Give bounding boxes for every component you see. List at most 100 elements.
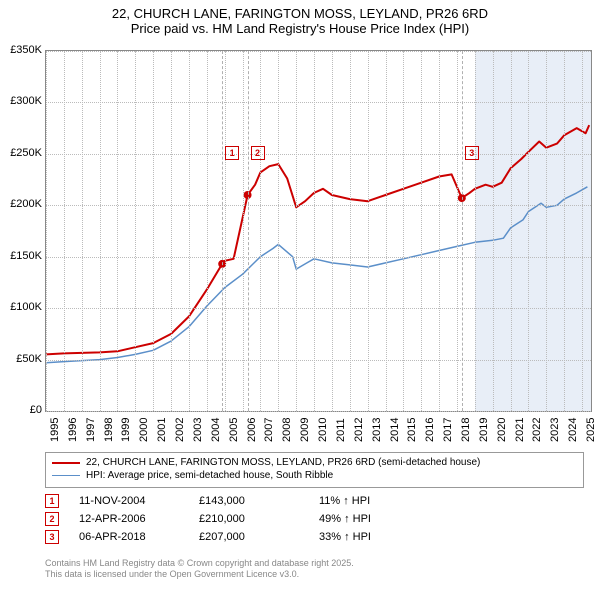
x-axis-label: 2000: [138, 418, 150, 442]
event-date-1: 11-NOV-2004: [79, 495, 199, 507]
footnote: Contains HM Land Registry data © Crown c…: [45, 558, 354, 581]
y-axis-label: £150K: [10, 250, 42, 262]
y-axis-label: £250K: [10, 147, 42, 159]
event-delta-2: 49% ↑ HPI: [319, 513, 371, 525]
series-hpi: [46, 187, 587, 363]
event-date-3: 06-APR-2018: [79, 531, 199, 543]
gridline-v: [207, 51, 208, 411]
x-axis-label: 2017: [442, 418, 454, 442]
chart-title: 22, CHURCH LANE, FARINGTON MOSS, LEYLAND…: [0, 0, 600, 36]
gridline-v: [278, 51, 279, 411]
y-axis-label: £350K: [10, 44, 42, 56]
gridline-v: [100, 51, 101, 411]
gridline-v: [225, 51, 226, 411]
x-axis-label: 2010: [317, 418, 329, 442]
event-row-1: 1 11-NOV-2004 £143,000 11% ↑ HPI: [45, 494, 371, 508]
gridline-v: [475, 51, 476, 411]
gridline-v: [64, 51, 65, 411]
x-axis-label: 1999: [120, 418, 132, 442]
event-vline: [462, 51, 463, 411]
x-axis-label: 2018: [460, 418, 472, 442]
gridline-h: [46, 308, 591, 309]
y-axis-label: £300K: [10, 95, 42, 107]
x-axis-label: 2003: [192, 418, 204, 442]
x-axis-label: 2014: [389, 418, 401, 442]
event-table: 1 11-NOV-2004 £143,000 11% ↑ HPI 2 12-AP…: [45, 494, 371, 548]
legend-label-2: HPI: Average price, semi-detached house,…: [86, 470, 333, 481]
x-axis-label: 1996: [67, 418, 79, 442]
x-axis-label: 2020: [496, 418, 508, 442]
x-axis-label: 2025: [585, 418, 597, 442]
gridline-v: [117, 51, 118, 411]
x-axis-label: 2013: [371, 418, 383, 442]
x-axis-label: 2015: [406, 418, 418, 442]
x-axis-label: 1995: [49, 418, 61, 442]
legend-item-hpi: HPI: Average price, semi-detached house,…: [52, 470, 577, 481]
event-marker-3: 3: [465, 146, 479, 160]
legend-swatch-2: [52, 475, 80, 476]
page-container: 22, CHURCH LANE, FARINGTON MOSS, LEYLAND…: [0, 0, 600, 590]
x-axis-label: 2024: [567, 418, 579, 442]
event-delta-1: 11% ↑ HPI: [319, 495, 370, 507]
x-axis-label: 2022: [531, 418, 543, 442]
legend-label-1: 22, CHURCH LANE, FARINGTON MOSS, LEYLAND…: [86, 457, 480, 468]
gridline-v: [368, 51, 369, 411]
x-axis-label: 2002: [174, 418, 186, 442]
x-axis-label: 2009: [299, 418, 311, 442]
y-axis-label: £50K: [16, 353, 42, 365]
gridline-v: [332, 51, 333, 411]
gridline-v: [135, 51, 136, 411]
title-line-2: Price paid vs. HM Land Registry's House …: [0, 21, 600, 36]
gridline-v: [582, 51, 583, 411]
event-price-3: £207,000: [199, 531, 319, 543]
y-axis-label: £0: [30, 404, 42, 416]
gridline-v: [528, 51, 529, 411]
event-date-2: 12-APR-2006: [79, 513, 199, 525]
x-axis-label: 2008: [281, 418, 293, 442]
x-axis-label: 2012: [353, 418, 365, 442]
gridline-v: [82, 51, 83, 411]
gridline-v: [511, 51, 512, 411]
footnote-line-1: Contains HM Land Registry data © Crown c…: [45, 558, 354, 569]
x-axis-label: 2005: [228, 418, 240, 442]
title-line-1: 22, CHURCH LANE, FARINGTON MOSS, LEYLAND…: [0, 6, 600, 21]
gridline-h: [46, 257, 591, 258]
x-axis-label: 2011: [335, 418, 347, 442]
gridline-h: [46, 205, 591, 206]
x-axis-label: 2007: [263, 418, 275, 442]
gridline-h: [46, 411, 591, 412]
gridline-h: [46, 51, 591, 52]
gridline-v: [260, 51, 261, 411]
gridline-v: [421, 51, 422, 411]
event-price-1: £143,000: [199, 495, 319, 507]
gridline-v: [243, 51, 244, 411]
x-axis-label: 2023: [549, 418, 561, 442]
gridline-v: [171, 51, 172, 411]
gridline-v: [403, 51, 404, 411]
x-axis-label: 2004: [210, 418, 222, 442]
gridline-v: [457, 51, 458, 411]
event-row-2: 2 12-APR-2006 £210,000 49% ↑ HPI: [45, 512, 371, 526]
chart-plot-area: 12 3: [45, 50, 592, 412]
gridline-v: [386, 51, 387, 411]
gridline-v: [350, 51, 351, 411]
legend-item-price-paid: 22, CHURCH LANE, FARINGTON MOSS, LEYLAND…: [52, 457, 577, 468]
gridline-v: [46, 51, 47, 411]
x-axis-label: 2019: [478, 418, 490, 442]
event-row-3: 3 06-APR-2018 £207,000 33% ↑ HPI: [45, 530, 371, 544]
series-price_paid: [46, 125, 589, 354]
gridline-v: [189, 51, 190, 411]
event-marker-1: 1: [225, 146, 239, 160]
gridline-v: [296, 51, 297, 411]
y-axis-label: £100K: [10, 301, 42, 313]
footnote-line-2: This data is licensed under the Open Gov…: [45, 569, 354, 580]
x-axis-label: 2021: [514, 418, 526, 442]
x-axis-label: 1998: [103, 418, 115, 442]
event-marker-2: 2: [251, 146, 265, 160]
event-num-3: 3: [45, 530, 59, 544]
gridline-v: [564, 51, 565, 411]
gridline-h: [46, 102, 591, 103]
legend-swatch-1: [52, 462, 80, 464]
event-num-1: 1: [45, 494, 59, 508]
gridline-v: [439, 51, 440, 411]
